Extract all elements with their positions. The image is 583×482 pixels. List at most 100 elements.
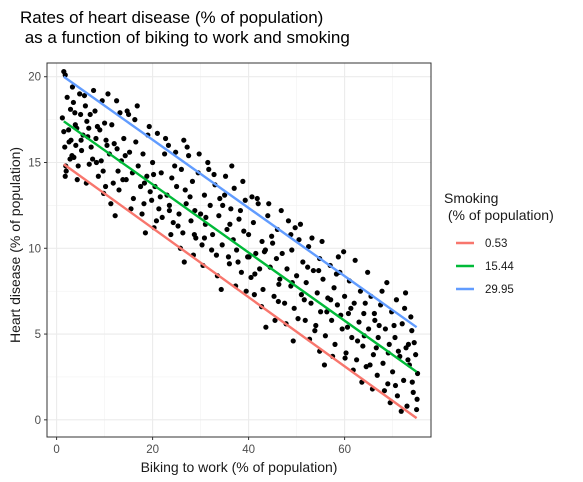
data-point xyxy=(114,146,120,152)
data-point xyxy=(183,201,189,207)
data-point xyxy=(158,170,164,176)
data-point xyxy=(126,149,133,155)
data-point xyxy=(168,231,174,238)
plot-border xyxy=(46,62,432,438)
data-point xyxy=(284,266,290,272)
data-point xyxy=(157,194,163,200)
data-point xyxy=(289,247,295,253)
series-line-0.53 xyxy=(63,163,418,420)
data-point xyxy=(392,382,399,389)
data-point xyxy=(147,189,153,195)
chart-title-line-1: Rates of heart disease (% of population) xyxy=(20,8,323,27)
data-point xyxy=(150,171,157,178)
data-point xyxy=(354,338,361,344)
data-point xyxy=(409,379,415,385)
data-point xyxy=(97,127,103,133)
data-point xyxy=(133,139,139,145)
data-point xyxy=(273,255,280,262)
data-point xyxy=(220,202,226,208)
data-point xyxy=(82,103,88,109)
data-point xyxy=(154,130,160,136)
data-point xyxy=(121,135,127,142)
data-point xyxy=(291,305,297,311)
data-point xyxy=(331,285,337,291)
data-point xyxy=(93,159,100,166)
data-point xyxy=(263,324,269,330)
data-point xyxy=(132,117,138,123)
data-point xyxy=(303,279,309,286)
data-point xyxy=(379,288,385,294)
y-axis-title: Heart disease (% of population) xyxy=(7,147,23,343)
data-point xyxy=(237,207,244,214)
data-point xyxy=(159,214,165,221)
data-point xyxy=(290,338,296,344)
data-point xyxy=(242,197,248,203)
data-point xyxy=(371,310,377,317)
data-point xyxy=(73,142,79,148)
data-point xyxy=(238,269,244,275)
data-point xyxy=(187,194,193,200)
data-point xyxy=(259,238,265,245)
data-point xyxy=(408,314,414,320)
data-point xyxy=(67,106,74,112)
data-point xyxy=(77,91,83,97)
data-point xyxy=(217,195,223,202)
data-point xyxy=(266,201,272,207)
data-point xyxy=(59,115,65,121)
data-point xyxy=(295,316,301,322)
data-point xyxy=(213,252,220,258)
data-point xyxy=(345,310,352,317)
data-point xyxy=(90,156,96,162)
data-point xyxy=(342,293,348,299)
data-point xyxy=(335,254,341,260)
data-point xyxy=(265,213,271,219)
data-point xyxy=(87,111,93,118)
data-point xyxy=(302,317,308,323)
data-point xyxy=(380,360,386,366)
data-point xyxy=(306,243,312,250)
data-point xyxy=(201,235,208,241)
data-point xyxy=(114,98,120,104)
data-point xyxy=(305,264,311,270)
data-point xyxy=(405,341,412,347)
data-point xyxy=(373,345,379,351)
data-point xyxy=(172,163,178,169)
data-point xyxy=(411,340,417,346)
data-point xyxy=(357,288,364,294)
data-point xyxy=(361,310,367,317)
data-point xyxy=(248,274,254,281)
data-point xyxy=(294,273,300,279)
data-point xyxy=(402,290,409,296)
data-point xyxy=(146,123,152,130)
data-point xyxy=(105,91,111,97)
data-point xyxy=(339,326,345,332)
data-point xyxy=(115,168,121,174)
data-point xyxy=(100,168,106,174)
data-point xyxy=(69,84,76,90)
data-point xyxy=(95,173,101,179)
data-point xyxy=(66,139,72,145)
data-point xyxy=(70,99,76,106)
data-point xyxy=(320,276,326,282)
data-point xyxy=(110,180,116,186)
data-point xyxy=(102,120,108,126)
data-point xyxy=(310,267,316,274)
data-point xyxy=(201,192,208,198)
data-point xyxy=(173,149,179,155)
data-point xyxy=(178,166,184,172)
data-point xyxy=(395,348,401,354)
data-point xyxy=(144,173,150,179)
data-point xyxy=(356,319,362,325)
legend-label-0.53: 0.53 xyxy=(485,238,507,250)
data-point xyxy=(308,300,314,306)
data-point xyxy=(279,250,285,257)
data-point xyxy=(170,219,176,226)
data-point xyxy=(409,328,415,334)
data-point xyxy=(341,249,347,255)
data-point xyxy=(374,372,380,378)
legend-label-29.95: 29.95 xyxy=(485,284,514,296)
x-axis-ticks: 0 20 40 60 xyxy=(53,437,351,456)
data-point xyxy=(298,292,304,298)
data-point xyxy=(322,333,328,339)
data-point xyxy=(414,396,420,402)
